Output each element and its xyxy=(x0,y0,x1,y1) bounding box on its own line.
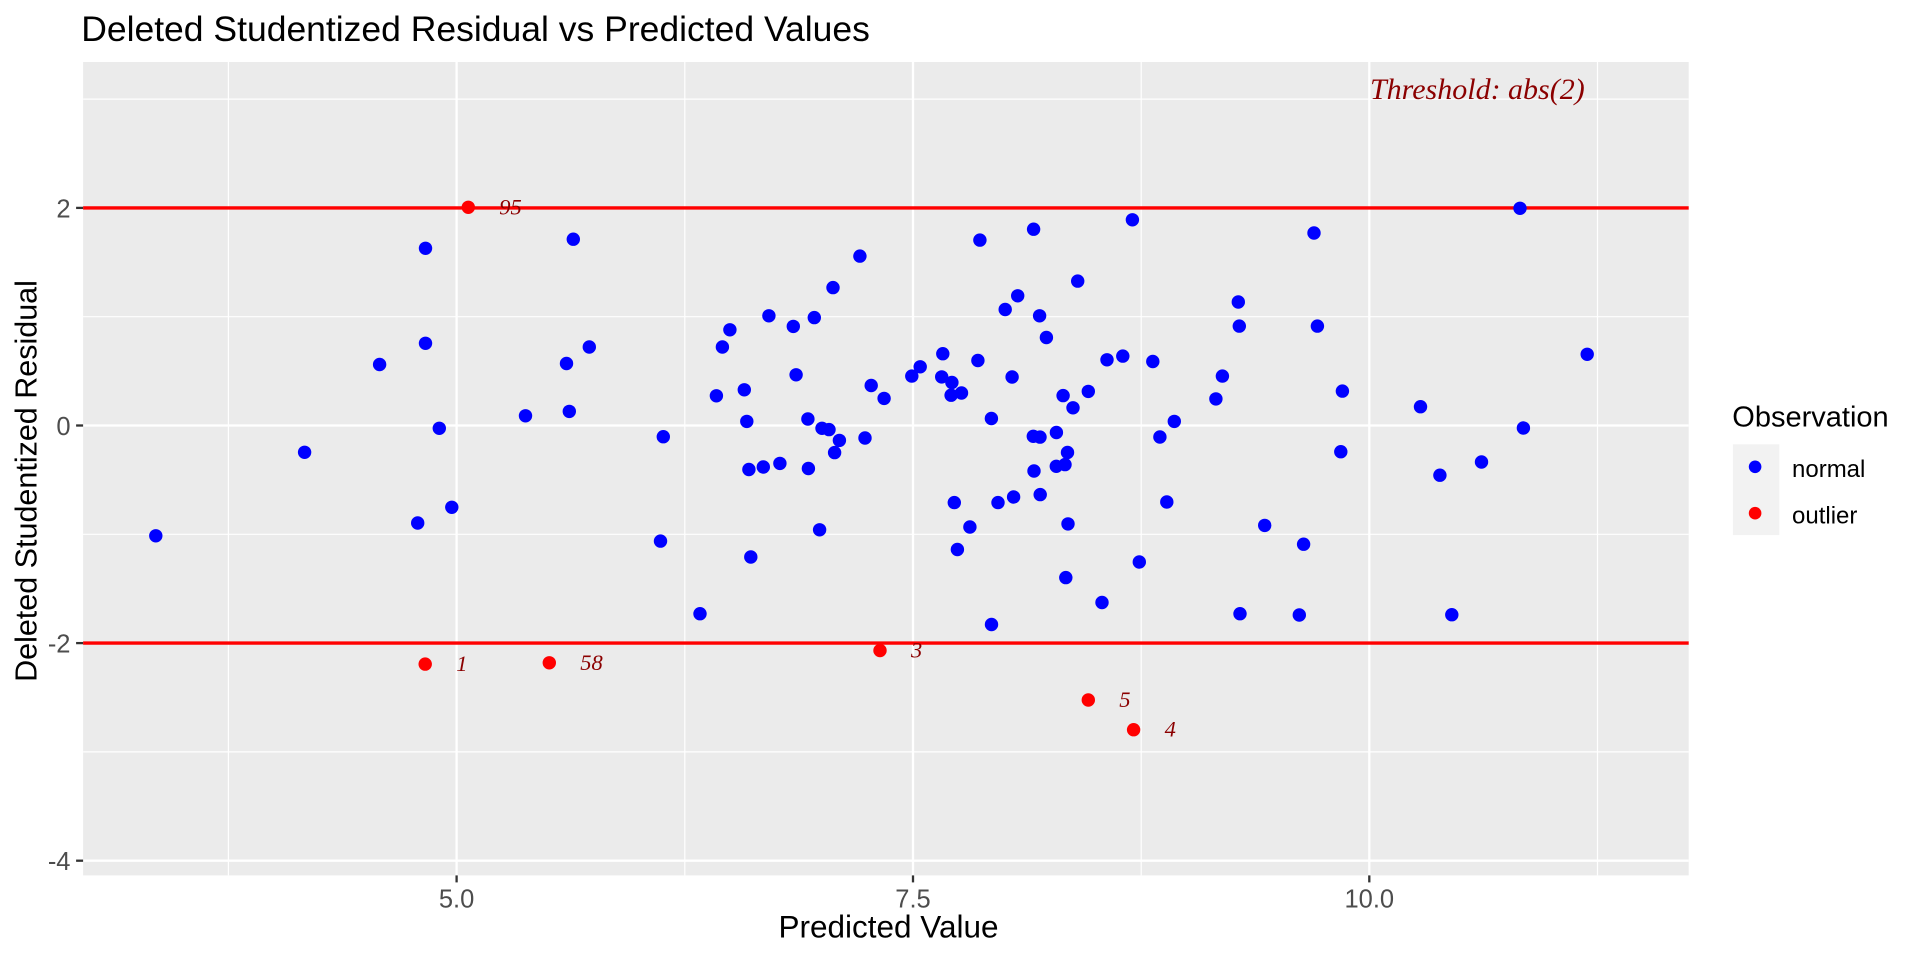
svg-text:-4: -4 xyxy=(48,848,71,876)
svg-text:normal: normal xyxy=(1792,456,1865,483)
svg-text:outlier: outlier xyxy=(1792,502,1857,529)
svg-text:Threshold: abs(2): Threshold: abs(2) xyxy=(1370,73,1585,106)
svg-text:Predicted Value: Predicted Value xyxy=(778,909,998,945)
svg-text:5: 5 xyxy=(1119,687,1130,712)
svg-text:2: 2 xyxy=(56,195,70,223)
svg-text:5.0: 5.0 xyxy=(439,885,474,913)
svg-text:1: 1 xyxy=(456,651,467,676)
svg-text:3: 3 xyxy=(910,638,922,663)
svg-text:10.0: 10.0 xyxy=(1344,885,1394,913)
svg-text:58: 58 xyxy=(580,650,603,675)
svg-text:Observation: Observation xyxy=(1732,402,1888,434)
svg-text:7.5: 7.5 xyxy=(895,885,930,913)
svg-text:4: 4 xyxy=(1165,717,1176,742)
svg-text:Deleted Studentized Residual v: Deleted Studentized Residual vs Predicte… xyxy=(81,9,870,49)
svg-text:95: 95 xyxy=(499,194,522,219)
svg-text:0: 0 xyxy=(56,413,70,441)
svg-text:-2: -2 xyxy=(48,631,71,659)
svg-text:Deleted Studentized Residual: Deleted Studentized Residual xyxy=(10,280,44,682)
